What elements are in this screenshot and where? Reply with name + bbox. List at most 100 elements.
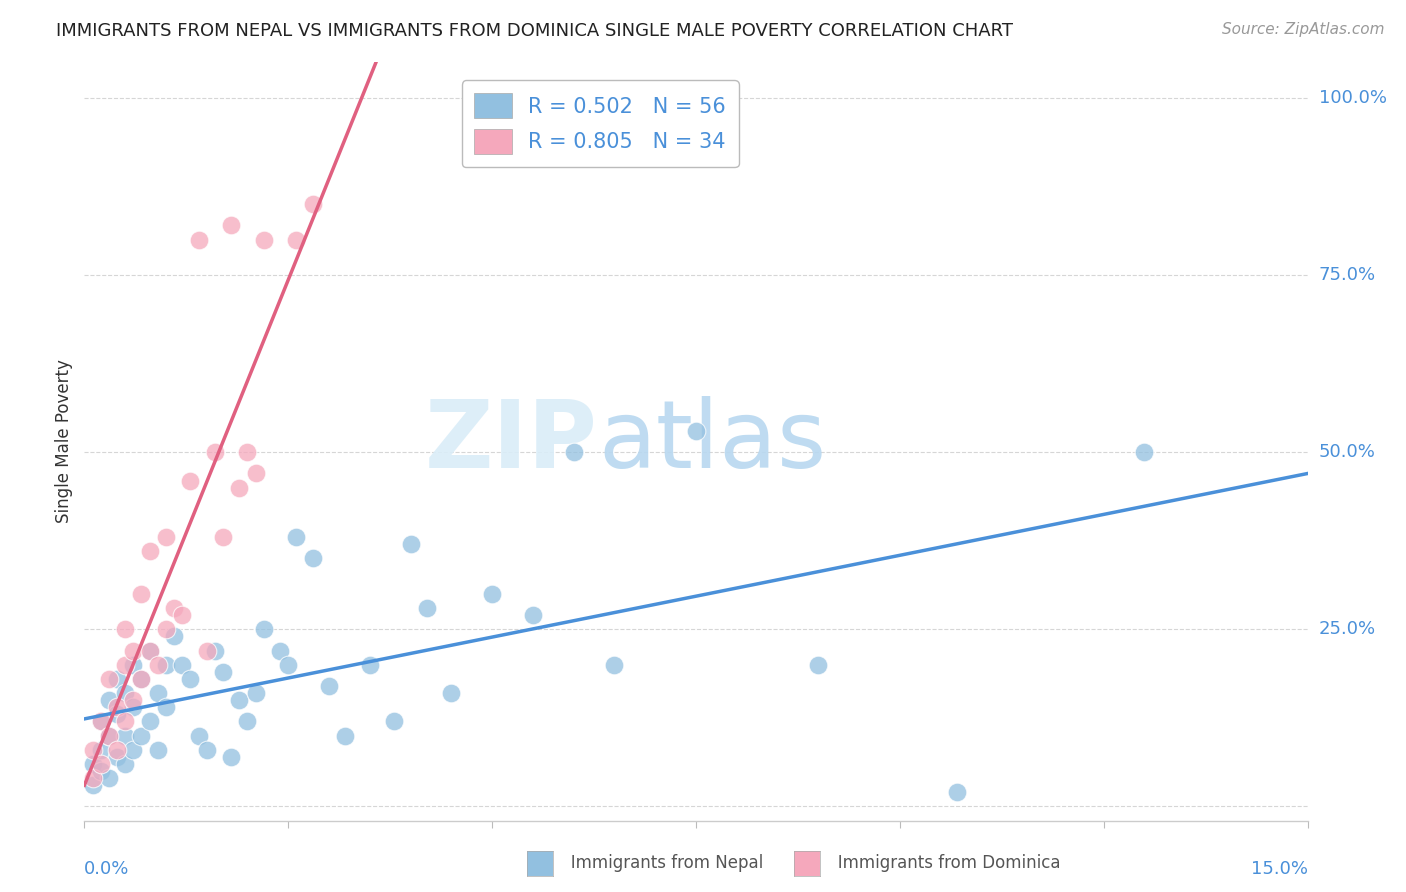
Point bbox=[122, 643, 145, 657]
Point bbox=[163, 601, 186, 615]
Point bbox=[97, 729, 120, 743]
Text: 75.0%: 75.0% bbox=[1319, 266, 1376, 284]
Point bbox=[204, 445, 226, 459]
Point bbox=[155, 623, 177, 637]
Point bbox=[285, 233, 308, 247]
Point bbox=[382, 714, 405, 729]
Point bbox=[285, 530, 308, 544]
Y-axis label: Single Male Poverty: Single Male Poverty bbox=[55, 359, 73, 524]
Point bbox=[562, 445, 585, 459]
Point bbox=[359, 657, 381, 672]
Point bbox=[399, 537, 422, 551]
Point bbox=[97, 729, 120, 743]
Point bbox=[179, 672, 201, 686]
Text: Immigrants from Nepal: Immigrants from Nepal bbox=[534, 855, 763, 872]
Text: 50.0%: 50.0% bbox=[1319, 443, 1375, 461]
Point bbox=[195, 643, 218, 657]
Point bbox=[114, 657, 136, 672]
Point bbox=[685, 424, 707, 438]
Point bbox=[90, 743, 112, 757]
Point bbox=[131, 729, 153, 743]
Point bbox=[131, 587, 153, 601]
Point bbox=[114, 729, 136, 743]
Point bbox=[212, 530, 235, 544]
Point bbox=[105, 707, 128, 722]
Point bbox=[131, 672, 153, 686]
Text: atlas: atlas bbox=[598, 395, 827, 488]
Point bbox=[212, 665, 235, 679]
Point bbox=[228, 693, 250, 707]
Point bbox=[236, 714, 259, 729]
Point bbox=[522, 608, 544, 623]
Point bbox=[122, 700, 145, 714]
Point bbox=[90, 756, 112, 771]
Text: 100.0%: 100.0% bbox=[1319, 89, 1386, 107]
Point bbox=[236, 445, 259, 459]
Point bbox=[155, 530, 177, 544]
Text: Source: ZipAtlas.com: Source: ZipAtlas.com bbox=[1222, 22, 1385, 37]
Point bbox=[946, 785, 969, 799]
Point bbox=[245, 686, 267, 700]
Point bbox=[481, 587, 503, 601]
Point bbox=[301, 197, 323, 211]
Point bbox=[155, 657, 177, 672]
Point bbox=[228, 481, 250, 495]
Point bbox=[807, 657, 830, 672]
Text: Immigrants from Dominica: Immigrants from Dominica bbox=[801, 855, 1062, 872]
Point bbox=[122, 657, 145, 672]
Point bbox=[269, 643, 291, 657]
Point bbox=[114, 756, 136, 771]
Point bbox=[195, 743, 218, 757]
Text: ZIP: ZIP bbox=[425, 395, 598, 488]
Point bbox=[138, 643, 160, 657]
Point bbox=[277, 657, 299, 672]
Point bbox=[219, 219, 242, 233]
Point bbox=[172, 657, 194, 672]
Legend: R = 0.502   N = 56, R = 0.805   N = 34: R = 0.502 N = 56, R = 0.805 N = 34 bbox=[461, 80, 738, 167]
Point bbox=[146, 743, 169, 757]
Point bbox=[138, 544, 160, 558]
Point bbox=[122, 743, 145, 757]
Point bbox=[105, 700, 128, 714]
Text: 15.0%: 15.0% bbox=[1250, 860, 1308, 878]
Point bbox=[131, 672, 153, 686]
Text: IMMIGRANTS FROM NEPAL VS IMMIGRANTS FROM DOMINICA SINGLE MALE POVERTY CORRELATIO: IMMIGRANTS FROM NEPAL VS IMMIGRANTS FROM… bbox=[56, 22, 1014, 40]
Point bbox=[301, 551, 323, 566]
Point bbox=[245, 467, 267, 481]
Point bbox=[172, 608, 194, 623]
Point bbox=[146, 686, 169, 700]
Point bbox=[90, 714, 112, 729]
Point bbox=[97, 672, 120, 686]
Point bbox=[416, 601, 439, 615]
Text: 0.0%: 0.0% bbox=[84, 860, 129, 878]
Point bbox=[82, 778, 104, 792]
Point bbox=[138, 643, 160, 657]
Point bbox=[187, 233, 209, 247]
Point bbox=[1133, 445, 1156, 459]
Point bbox=[253, 233, 276, 247]
Point bbox=[204, 643, 226, 657]
Point bbox=[90, 714, 112, 729]
Point bbox=[155, 700, 177, 714]
Point bbox=[90, 764, 112, 778]
Point bbox=[105, 743, 128, 757]
Point bbox=[114, 623, 136, 637]
Point bbox=[114, 686, 136, 700]
Point bbox=[97, 771, 120, 785]
Point bbox=[105, 672, 128, 686]
Point bbox=[146, 657, 169, 672]
Point bbox=[163, 629, 186, 643]
Point bbox=[82, 743, 104, 757]
Point bbox=[253, 623, 276, 637]
Point bbox=[114, 714, 136, 729]
Point bbox=[318, 679, 340, 693]
Point bbox=[603, 657, 626, 672]
Point bbox=[97, 693, 120, 707]
Point bbox=[187, 729, 209, 743]
Point bbox=[179, 474, 201, 488]
Point bbox=[440, 686, 463, 700]
Point bbox=[105, 750, 128, 764]
Point bbox=[219, 750, 242, 764]
Point bbox=[138, 714, 160, 729]
Text: 25.0%: 25.0% bbox=[1319, 620, 1376, 639]
